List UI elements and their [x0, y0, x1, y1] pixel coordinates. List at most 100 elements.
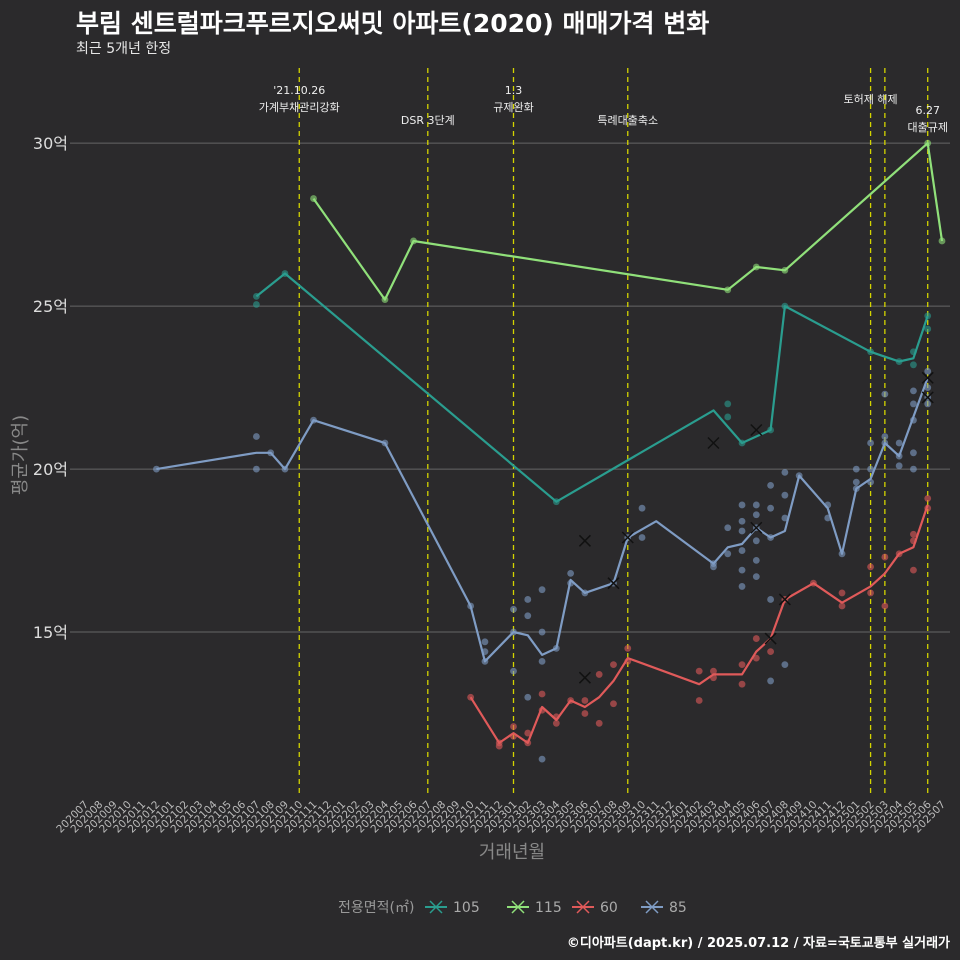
- legend-swatch-cross: [576, 900, 590, 914]
- event-label: 1.3: [505, 84, 523, 97]
- data-point: [924, 325, 932, 333]
- cross-markers: [578, 371, 934, 684]
- data-point: [895, 439, 903, 447]
- data-point: [881, 553, 889, 561]
- data-point: [752, 654, 760, 662]
- series-line-115: [312, 142, 944, 301]
- x-axis-title: 거래년월: [479, 842, 545, 863]
- data-point: [767, 596, 774, 603]
- event-label: 6.27: [915, 104, 940, 117]
- data-point: [610, 700, 617, 708]
- event-label: 가계부채관리강화: [259, 101, 340, 114]
- data-point: [724, 413, 732, 421]
- data-point: [638, 534, 646, 541]
- event-label: 특례대출축소: [597, 114, 658, 127]
- data-point: [595, 719, 603, 727]
- event-label: DSR 3단계: [401, 114, 455, 127]
- data-point: [924, 400, 932, 408]
- legend: 전용면적(㎡) 105 115 60 85: [338, 900, 687, 916]
- data-point: [752, 511, 760, 519]
- data-point: [581, 697, 589, 704]
- cross-marker: [707, 436, 720, 450]
- data-point: [752, 501, 760, 509]
- data-point: [738, 527, 746, 535]
- page-title: 부림 센트럴파크푸르지오써밋 아파트(2020) 매매가격 변화: [76, 9, 710, 38]
- data-point: [610, 661, 617, 669]
- data-point: [524, 596, 532, 603]
- data-point: [781, 491, 789, 499]
- data-point: [524, 729, 532, 737]
- data-point: [781, 468, 789, 476]
- event-label: '21.10.26: [273, 84, 325, 97]
- data-point: [767, 481, 774, 489]
- cross-marker: [921, 371, 934, 384]
- legend-swatch-cross: [645, 900, 659, 914]
- series-line-105: [255, 272, 929, 503]
- data-point: [910, 566, 917, 574]
- cross-marker: [764, 632, 777, 645]
- event-label: 토허제 해제: [844, 92, 898, 106]
- data-point: [767, 504, 774, 512]
- legend-swatch-cross: [511, 900, 525, 914]
- data-point: [781, 661, 789, 669]
- data-point: [538, 586, 546, 594]
- data-point: [910, 387, 917, 395]
- data-point: [724, 524, 732, 532]
- data-point: [752, 635, 760, 642]
- data-point: [581, 710, 589, 717]
- data-point: [881, 433, 889, 440]
- data-point: [710, 667, 717, 675]
- data-point: [524, 693, 532, 701]
- data-point: [852, 478, 860, 486]
- data-point: [881, 390, 889, 398]
- data-point: [638, 504, 646, 512]
- data-point: [710, 563, 717, 571]
- legend-label-60: 60: [600, 900, 618, 916]
- data-point: [595, 671, 603, 678]
- data-point: [510, 605, 517, 613]
- data-point: [253, 465, 260, 473]
- data-point: [552, 719, 560, 727]
- data-point: [738, 680, 746, 688]
- data-point: [538, 690, 546, 698]
- data-point: [538, 755, 546, 763]
- data-point: [538, 628, 546, 636]
- series-lines: [156, 142, 944, 744]
- data-point: [881, 602, 889, 610]
- legend-label-115: 115: [535, 900, 562, 916]
- data-point: [910, 465, 917, 473]
- data-point: [738, 566, 746, 574]
- legend-swatch-cross: [429, 900, 443, 914]
- data-point: [910, 400, 917, 408]
- data-point: [567, 569, 575, 577]
- data-point: [752, 556, 760, 564]
- data-point: [624, 644, 632, 652]
- y-tick-label: 30억: [33, 134, 68, 153]
- page-subtitle: 최근 5개년 한정: [76, 41, 172, 57]
- data-point: [924, 384, 932, 392]
- legend-label-105: 105: [453, 900, 480, 916]
- data-point: [724, 400, 732, 408]
- series-line-60: [469, 504, 929, 744]
- data-point: [767, 648, 774, 655]
- data-point: [524, 612, 532, 620]
- data-point: [738, 583, 746, 590]
- data-point: [738, 501, 746, 509]
- series-line-85: [156, 377, 929, 663]
- cross-marker: [778, 593, 791, 606]
- data-point: [910, 449, 917, 457]
- data-point: [510, 723, 517, 730]
- data-point: [752, 573, 760, 581]
- data-point: [781, 514, 789, 522]
- data-point: [738, 661, 746, 669]
- data-point: [481, 638, 489, 646]
- cross-marker: [578, 671, 591, 684]
- cross-marker: [578, 534, 591, 547]
- data-point: [867, 465, 874, 473]
- y-tick-label: 20억: [33, 460, 68, 479]
- data-point: [724, 550, 732, 558]
- data-point: [867, 563, 874, 571]
- data-point: [924, 367, 932, 375]
